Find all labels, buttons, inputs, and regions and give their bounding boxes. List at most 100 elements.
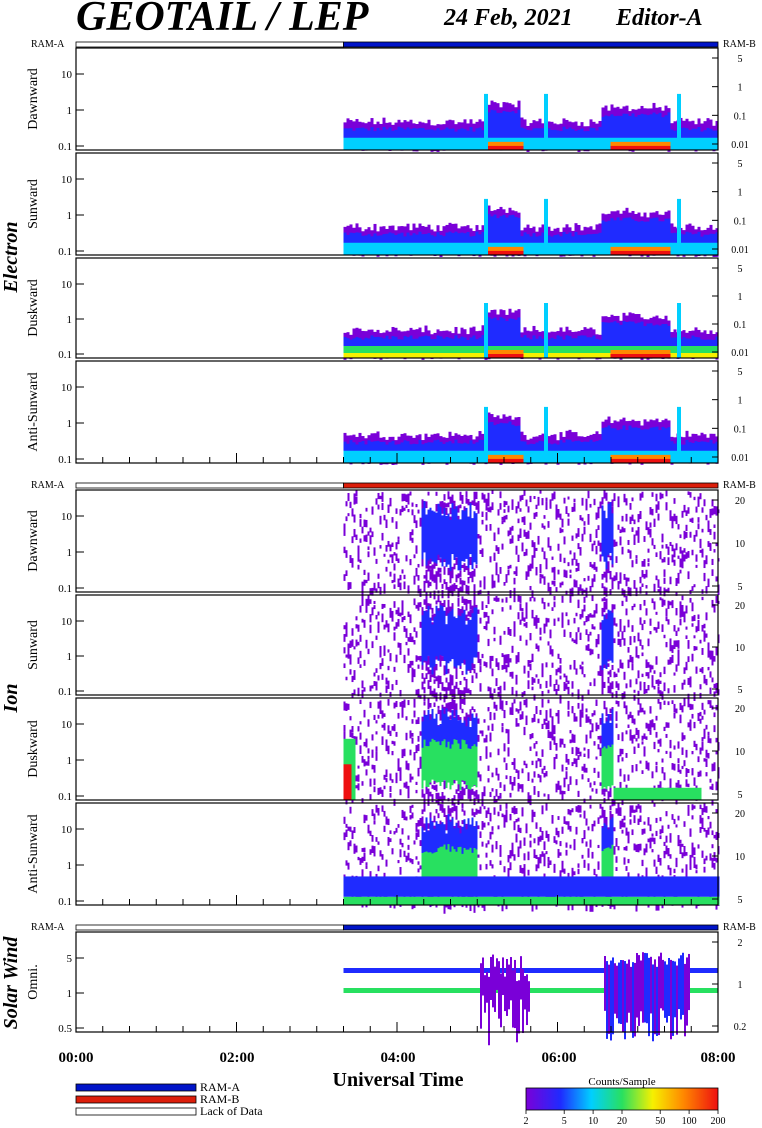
spectrogram-pixel bbox=[393, 626, 396, 631]
spectrogram-pixel bbox=[363, 519, 366, 528]
spectrogram-pixel bbox=[423, 701, 426, 706]
spectrogram-pixel bbox=[539, 758, 542, 768]
spectrogram-pixel bbox=[577, 689, 580, 696]
spectrogram-pixel bbox=[683, 548, 686, 553]
spectrogram-pixel bbox=[585, 502, 588, 511]
spectrogram-pixel bbox=[623, 625, 626, 633]
spectrogram-column bbox=[652, 427, 656, 463]
spectrogram-pixel bbox=[383, 586, 386, 594]
spectrogram-column bbox=[649, 114, 653, 150]
spectrogram-pixel bbox=[683, 611, 686, 619]
spectrogram-pixel bbox=[623, 589, 626, 598]
spectrogram-pixel bbox=[545, 621, 548, 627]
spectrogram-pixel bbox=[597, 634, 600, 643]
spectrogram-pixel bbox=[367, 748, 370, 754]
spectrogram-column bbox=[463, 346, 467, 358]
spectrogram-pixel bbox=[405, 556, 408, 562]
spectrogram-pixel bbox=[645, 659, 648, 669]
spectrogram-pixel bbox=[489, 557, 492, 563]
spectrogram-pixel bbox=[441, 791, 444, 800]
spectrogram-pixel bbox=[461, 613, 464, 664]
spectrogram-pixel bbox=[553, 571, 556, 581]
spectrogram-pixel bbox=[645, 521, 648, 531]
spectrogram-pixel bbox=[669, 576, 672, 585]
spectrogram-pixel bbox=[359, 605, 362, 613]
spectrogram-column bbox=[634, 458, 638, 463]
spectrogram-column bbox=[505, 354, 509, 358]
spectrogram-pixel bbox=[641, 561, 644, 567]
spectrogram-pixel bbox=[437, 571, 440, 577]
spectrogram-pixel bbox=[685, 635, 688, 639]
spectrogram-pixel bbox=[603, 604, 606, 613]
spectrogram-pixel bbox=[363, 759, 366, 767]
spectrogram-column bbox=[571, 242, 575, 255]
spectrogram-pixel bbox=[673, 685, 676, 693]
spectrogram-pixel bbox=[563, 780, 566, 788]
spectrogram-pixel bbox=[683, 760, 686, 767]
spectrogram-pixel bbox=[449, 574, 452, 584]
spectrogram-column bbox=[616, 454, 620, 463]
spectrogram-pixel bbox=[627, 724, 630, 728]
spectrogram-pixel bbox=[605, 787, 608, 792]
spectrogram-pixel bbox=[433, 561, 436, 569]
spectrogram-pixel bbox=[387, 504, 390, 512]
spectrogram-pixel bbox=[455, 506, 458, 558]
spectrogram-pixel bbox=[661, 624, 664, 632]
y-tick-label: 10 bbox=[61, 616, 73, 628]
spectrogram-column bbox=[373, 450, 377, 463]
spectrogram-column bbox=[487, 354, 491, 358]
spectrogram-pixel bbox=[459, 698, 462, 704]
spectrogram-pixel bbox=[561, 621, 564, 628]
spectrogram-column bbox=[505, 320, 509, 358]
spectrogram-pixel bbox=[375, 635, 378, 640]
spectrogram-column bbox=[451, 137, 455, 150]
spectrogram-column bbox=[514, 454, 518, 463]
spectrogram-pixel bbox=[645, 787, 648, 800]
spectrogram-column bbox=[523, 137, 527, 150]
spectrogram-pixel bbox=[411, 737, 414, 744]
spectrogram-pixel bbox=[383, 785, 386, 790]
spectrogram-pixel bbox=[471, 613, 474, 664]
spectrogram-pixel bbox=[357, 545, 360, 554]
spectrogram-pixel bbox=[461, 596, 464, 603]
spectrogram-column bbox=[661, 458, 665, 463]
spectrogram-column bbox=[697, 450, 701, 463]
spectrogram-pixel bbox=[603, 792, 606, 797]
spectrogram-pixel bbox=[469, 793, 472, 802]
spectrogram-pixel bbox=[657, 748, 660, 753]
spectrogram-pixel bbox=[507, 530, 510, 537]
spectrogram-pixel bbox=[373, 605, 376, 610]
spectrogram-pixel bbox=[655, 656, 658, 665]
spectrogram-column bbox=[661, 250, 665, 255]
spectrogram-pixel bbox=[623, 573, 626, 580]
spectrogram-column bbox=[622, 458, 626, 463]
spectrogram-pixel bbox=[479, 617, 482, 624]
spectrogram-pixel bbox=[599, 554, 602, 562]
spectrogram-pixel bbox=[693, 721, 696, 729]
spectrogram-pixel bbox=[547, 521, 550, 528]
spectrogram-pixel bbox=[539, 578, 542, 584]
spectrogram-pixel bbox=[639, 760, 642, 764]
spectrogram-pixel bbox=[371, 531, 374, 538]
spectrogram-column bbox=[445, 242, 449, 255]
spectrogram-pixel bbox=[625, 705, 628, 715]
spectrogram-pixel bbox=[409, 491, 412, 496]
spectrogram-column bbox=[463, 242, 467, 255]
spectrogram-pixel bbox=[561, 595, 564, 603]
spectrogram-pixel bbox=[675, 664, 678, 672]
spectrogram-column bbox=[643, 429, 647, 463]
spectrogram-pixel bbox=[465, 614, 468, 621]
spectrogram-pixel bbox=[351, 628, 354, 636]
spectrogram-pixel bbox=[637, 536, 640, 543]
spectrogram-pixel bbox=[667, 701, 670, 706]
spectrogram-pixel bbox=[439, 715, 442, 721]
spectrogram-column bbox=[553, 353, 557, 358]
spectrogram-pixel bbox=[463, 510, 466, 562]
spectrogram-pixel bbox=[671, 516, 674, 525]
spectrogram-column bbox=[613, 145, 617, 150]
spectrogram-pixel bbox=[677, 524, 680, 530]
spectrogram-pixel bbox=[393, 563, 396, 571]
spectrogram-pixel bbox=[693, 535, 696, 542]
spectrogram-pixel bbox=[685, 605, 688, 614]
spectrogram-pixel bbox=[345, 703, 348, 711]
